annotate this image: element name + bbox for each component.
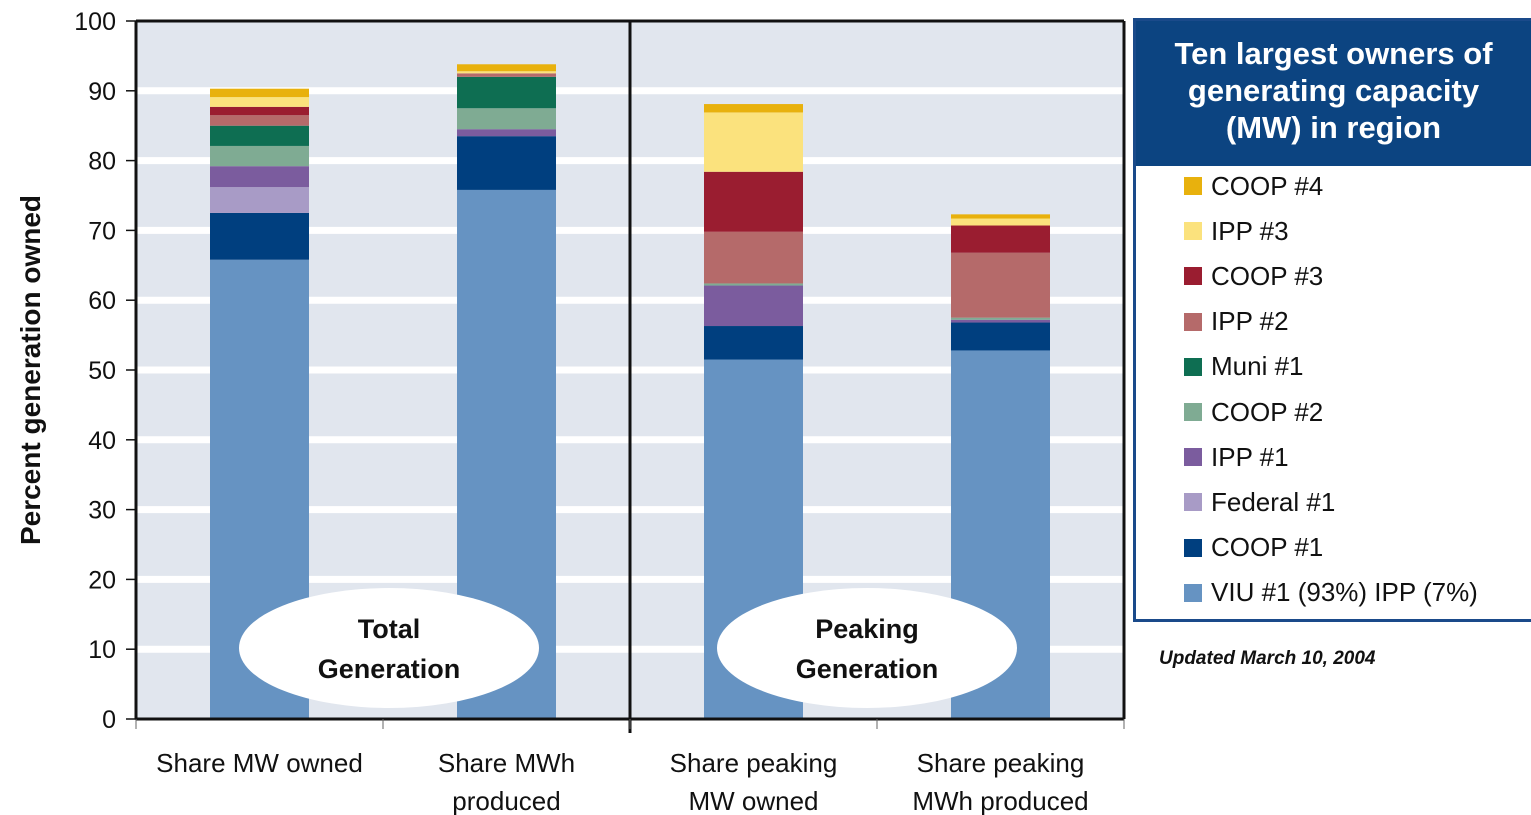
y-tick-label: 60	[88, 287, 116, 315]
x-tick-label: Share MW owned	[156, 748, 363, 778]
bar-segment	[457, 136, 556, 190]
x-tick-label: Share MWh	[438, 748, 575, 778]
legend-item: Federal #1	[1184, 487, 1335, 517]
group-label: Generation	[318, 654, 461, 684]
legend-item: IPP #3	[1184, 216, 1289, 246]
bar-segment	[210, 88, 309, 98]
legend-swatch	[1184, 583, 1202, 602]
bar-segment	[704, 171, 803, 232]
group-label-ellipse	[717, 588, 1017, 708]
legend-swatch	[1184, 267, 1202, 286]
bar-segment	[704, 231, 803, 284]
bar-segment	[951, 252, 1050, 318]
bar-segment	[951, 214, 1050, 219]
y-tick-label: 0	[102, 706, 116, 734]
bar-segment	[704, 104, 803, 113]
y-axis-title: Percent generation owned	[15, 195, 46, 545]
legend-title: Ten largest owners of generating capacit…	[1136, 21, 1531, 166]
bar-segment	[951, 225, 1050, 253]
y-tick-label: 100	[74, 8, 116, 36]
bar-segment	[951, 218, 1050, 226]
y-tick-label: 30	[88, 497, 116, 525]
x-tick-label: MWh produced	[912, 786, 1088, 815]
y-tick-label: 70	[88, 217, 116, 245]
legend-label: COOP #4	[1211, 170, 1324, 201]
legend-item: COOP #3	[1184, 261, 1323, 291]
stacked-bar-chart: Share MW owned Share MWh produced Share pea…	[15, 8, 1126, 815]
legend-label: VIU #1 (93%) IPP (7%)	[1211, 577, 1478, 608]
group-label: Generation	[796, 654, 939, 684]
x-tick-label: MW owned	[688, 786, 818, 815]
updated-note: Updated March 10, 2004	[1159, 648, 1376, 669]
bar-segment	[210, 145, 309, 167]
y-tick-label: 20	[88, 566, 116, 594]
bar-segment	[951, 319, 1050, 323]
bar-segment	[210, 97, 309, 107]
legend-swatch	[1184, 493, 1202, 512]
bar-segment	[210, 187, 309, 213]
legend: Ten largest owners of generating capacit…	[1133, 18, 1531, 622]
bar-segment	[210, 106, 309, 116]
legend-title-line: Ten largest owners of	[1174, 36, 1493, 71]
x-tick-label: produced	[452, 786, 560, 815]
bar-segment	[210, 125, 309, 146]
legend-label: Muni #1	[1211, 351, 1304, 382]
bar-segment	[457, 129, 556, 137]
legend-label: IPP #2	[1211, 306, 1289, 337]
legend-item: COOP #2	[1184, 397, 1323, 427]
bar-segment	[210, 115, 309, 126]
bar-segment	[457, 73, 556, 77]
legend-title-line: generating capacity	[1187, 73, 1480, 108]
legend-swatch	[1184, 538, 1202, 557]
group-label-ellipse	[239, 588, 539, 708]
bar-segment	[457, 108, 556, 130]
group-label: Total	[358, 614, 421, 644]
bar-segment	[704, 326, 803, 360]
y-tick-label: 40	[88, 427, 116, 455]
legend-item: COOP #1	[1184, 532, 1324, 563]
group-label: Peaking	[815, 614, 919, 644]
x-tick-label: Share peaking	[670, 748, 838, 778]
bar-segment	[457, 64, 556, 72]
legend-swatch	[1184, 448, 1202, 467]
y-tick-label: 80	[88, 148, 116, 176]
bar-segment	[210, 166, 309, 188]
y-tick-label: 50	[88, 357, 116, 385]
legend-item: COOP #4	[1184, 171, 1323, 201]
legend-swatch	[1184, 312, 1202, 331]
legend-title-line: (MW) in region	[1225, 110, 1442, 145]
legend-label: IPP #1	[1211, 441, 1289, 472]
legend-item: IPP #1	[1184, 442, 1289, 472]
bar-segment	[210, 212, 309, 260]
legend-item: IPP #2	[1184, 306, 1289, 337]
bar-segment	[951, 317, 1050, 320]
bar-segment	[704, 112, 803, 172]
legend-item: Muni #1	[1184, 351, 1304, 382]
legend-swatch	[1184, 177, 1202, 195]
y-tick-label: 90	[88, 78, 116, 106]
legend-label: COOP #3	[1211, 260, 1324, 291]
legend-label: Federal #1	[1211, 486, 1336, 517]
bar-segment	[457, 76, 556, 109]
legend-swatch	[1184, 403, 1202, 421]
bar-segment	[704, 283, 803, 286]
bar-segment	[457, 71, 556, 74]
legend-label: COOP #2	[1211, 396, 1324, 427]
legend-item: VIU #1 (93%) IPP (7%)	[1184, 577, 1478, 608]
legend-swatch	[1184, 357, 1202, 376]
legend-swatch	[1184, 222, 1202, 241]
bar-segment	[704, 285, 803, 327]
legend-label: IPP #3	[1211, 215, 1289, 246]
bar-segment	[951, 322, 1050, 351]
x-tick-label: Share peaking	[917, 748, 1085, 778]
legend-label: COOP #1	[1211, 532, 1324, 563]
y-tick-label: 10	[88, 636, 116, 664]
